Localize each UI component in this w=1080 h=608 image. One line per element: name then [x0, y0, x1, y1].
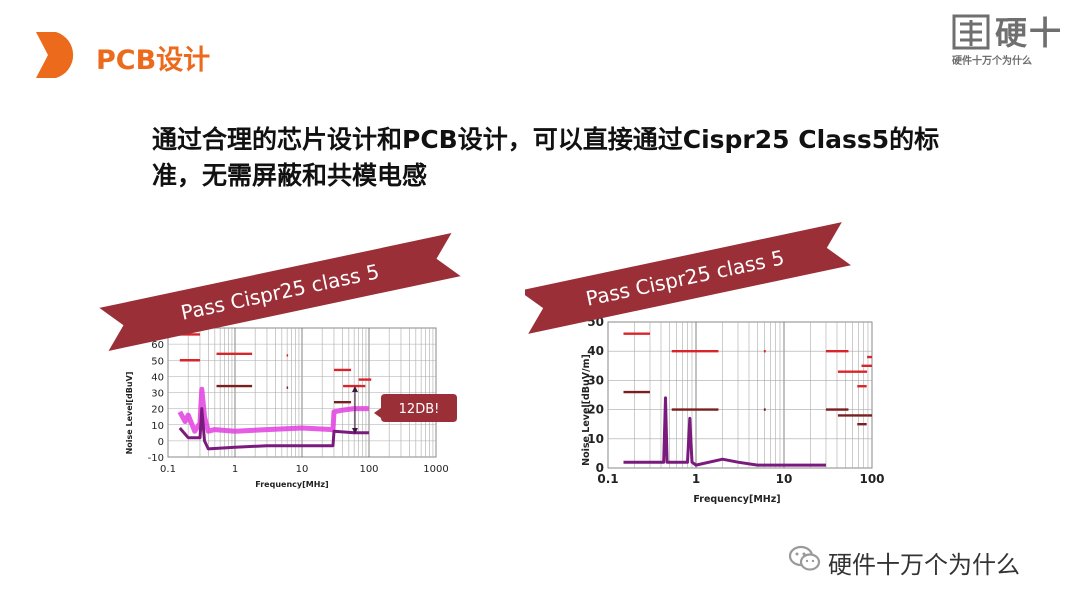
right-pass-banner: Pass Cispr25 class 5 — [525, 222, 851, 334]
right-y-tick-label: 40 — [587, 344, 604, 358]
right-x-tick-label: 1 — [692, 472, 700, 486]
brand-logo-icon — [952, 14, 990, 50]
brand-mark-icon — [36, 32, 74, 78]
wechat-icon — [788, 545, 821, 571]
left-series-line — [178, 407, 369, 451]
left-series — [177, 386, 369, 451]
left-y-tick-label: 40 — [151, 372, 164, 383]
brand-name: 硬十 — [995, 14, 1064, 52]
callout-label: 12DB! — [399, 402, 440, 417]
left-y-tick-label: -10 — [148, 453, 164, 464]
brand-tagline: 硬件十万个为什么 — [952, 56, 1032, 67]
left-y-axis-title: Noise Level[dBuV] — [125, 372, 134, 455]
right-x-tick-label: 0.1 — [597, 472, 618, 486]
left-callout: 12DB! — [352, 386, 457, 434]
right-x-tick-label: 10 — [776, 472, 793, 486]
left-x-axis-title: Frequency[MHz] — [255, 480, 328, 489]
right-series-line — [623, 396, 826, 467]
left-plot-grid — [167, 327, 437, 458]
left-y-tick-label: 20 — [151, 405, 164, 416]
left-x-tick-label: 10 — [296, 464, 309, 475]
headline: 通过合理的芯片设计和PCB设计，可以直接通过Cispr25 Class5的标准，… — [152, 125, 940, 190]
left-x-tick-label: 0.1 — [160, 464, 176, 475]
left-y-tick-label: 10 — [151, 421, 164, 432]
left-x-tick-label: 100 — [359, 464, 378, 475]
left-x-ticks: 0.1 1 10 100 1000 — [160, 464, 449, 475]
right-y-axis-title: Noise Level[dBuV/m] — [581, 354, 592, 466]
right-limit-lines — [623, 332, 872, 426]
left-x-tick-label: 1000 — [423, 464, 448, 475]
watermark-text: 硬件十万个为什么 — [828, 551, 1020, 579]
right-y-tick-label: 0 — [596, 461, 604, 475]
right-y-tick-label: 10 — [587, 432, 604, 446]
right-series — [623, 396, 826, 467]
right-x-ticks: 0.1 1 10 100 — [597, 472, 884, 486]
left-series-line — [177, 386, 369, 434]
left-y-tick-label: 30 — [151, 389, 164, 400]
right-y-tick-label: 30 — [587, 373, 604, 387]
left-y-tick-label: 60 — [151, 340, 164, 351]
right-x-tick-label: 100 — [859, 472, 884, 486]
right-plot-grid — [607, 321, 873, 469]
left-x-tick-label: 1 — [232, 464, 238, 475]
right-plot-frame — [607, 321, 873, 469]
left-y-ticks: 706050403020100-10 — [148, 324, 164, 464]
right-y-tick-label: 20 — [587, 403, 604, 417]
left-y-tick-label: 50 — [151, 356, 164, 367]
left-y-tick-label: 0 — [158, 437, 164, 448]
page-title: PCB设计 — [96, 45, 211, 76]
right-x-axis-title: Frequency[MHz] — [693, 494, 780, 505]
